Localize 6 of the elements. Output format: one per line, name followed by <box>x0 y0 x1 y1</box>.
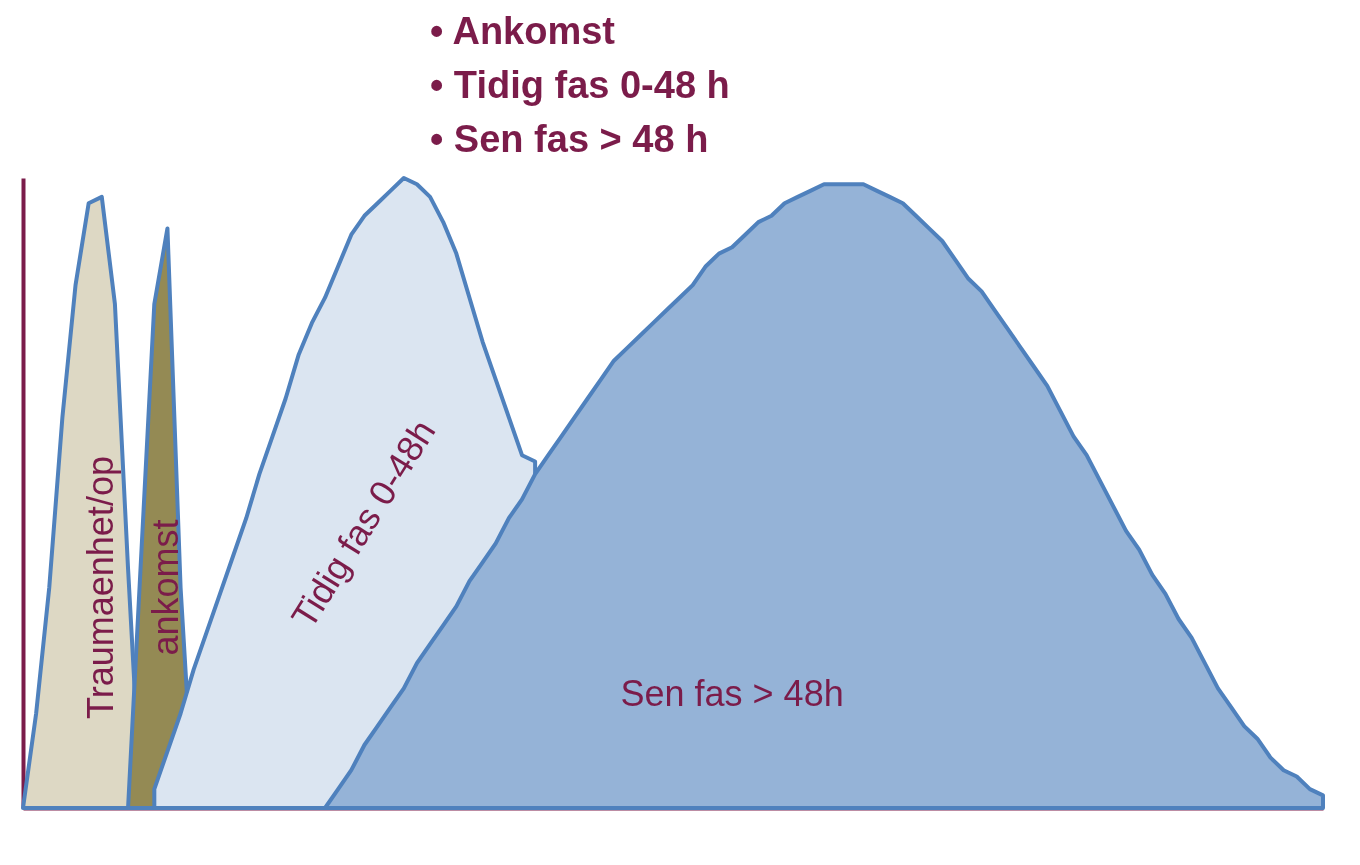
series-label: Traumaenhet/op <box>79 456 121 719</box>
text: • Ankomst <box>430 9 617 54</box>
series-label: Sen fas > 48h <box>620 672 844 714</box>
text: • Sen fas > 48 h <box>430 117 710 162</box>
text: • Tidig fas 0-48 h <box>430 63 731 108</box>
series-label: ankomst <box>145 519 187 656</box>
